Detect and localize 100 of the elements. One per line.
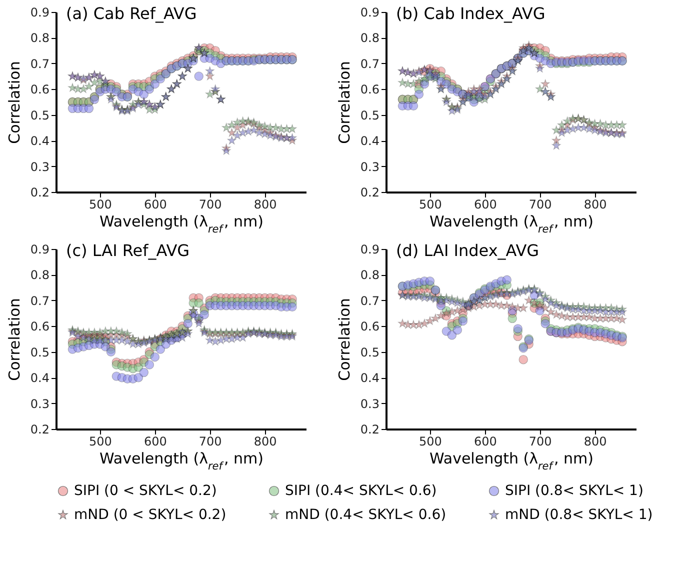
point <box>448 106 456 115</box>
x-tick-label: 500 <box>89 198 112 212</box>
point <box>513 304 522 312</box>
point <box>210 336 220 346</box>
point <box>84 82 94 90</box>
point <box>123 329 132 338</box>
point <box>222 123 231 132</box>
legend-label: SIPI (0.8< SKYL< 1) <box>505 483 644 499</box>
point <box>480 92 490 101</box>
y-tick-label: 0.8 <box>30 31 50 46</box>
point <box>552 300 561 310</box>
x-tick-label: 700 <box>198 198 222 212</box>
y-tick-label: 0.8 <box>360 268 380 282</box>
y-tick-label: 0.3 <box>360 160 380 174</box>
point <box>139 368 149 378</box>
point <box>254 120 264 129</box>
y-tick-label: 0.9 <box>30 242 50 256</box>
y-tick-label: 0.6 <box>30 82 50 97</box>
point <box>254 128 264 137</box>
y-tick-label: 0.7 <box>360 56 380 71</box>
y-tick-label: 0.5 <box>30 108 50 122</box>
point <box>200 310 209 320</box>
point <box>590 119 600 128</box>
y-tick-label: 0.7 <box>30 56 50 71</box>
point <box>420 318 429 328</box>
x-tick-label: 800 <box>254 434 277 448</box>
point <box>612 307 622 316</box>
point <box>134 372 144 382</box>
point <box>194 298 204 308</box>
y-tick-label: 0.4 <box>30 134 50 148</box>
point <box>414 90 424 99</box>
point <box>568 124 578 133</box>
point <box>112 326 121 336</box>
point <box>557 128 566 137</box>
x-tick-label: 700 <box>198 434 222 448</box>
point <box>409 79 418 88</box>
point <box>458 300 468 308</box>
point <box>288 302 297 312</box>
y-tick-label: 0.9 <box>360 6 380 20</box>
y-tick-label: 0.6 <box>360 82 380 97</box>
point <box>123 336 132 346</box>
x-axis-title: Wavelength (λ$_{ref}$, nm) <box>100 212 264 236</box>
point <box>552 136 561 144</box>
point <box>491 300 500 308</box>
point <box>404 320 412 329</box>
point <box>205 66 214 75</box>
legend-label: mND (0.8< SKYL< 1) <box>505 507 653 523</box>
point <box>260 130 270 138</box>
point <box>469 87 478 96</box>
point <box>282 124 292 133</box>
point <box>188 311 198 320</box>
point <box>183 329 192 338</box>
point <box>150 79 160 89</box>
point <box>546 307 556 316</box>
legend-label: mND (0 < SKYL< 0.2) <box>74 507 226 523</box>
point <box>398 78 407 87</box>
point <box>590 126 600 134</box>
point <box>227 136 236 144</box>
point <box>118 328 126 336</box>
point <box>96 328 104 336</box>
legend-label: SIPI (0.4< SKYL< 0.6) <box>285 483 437 499</box>
y-tick-label: 0.6 <box>30 320 50 334</box>
y-tick-label: 0.8 <box>30 268 50 282</box>
point <box>144 360 154 370</box>
chart-title: (a) Cab Ref_AVG <box>66 4 197 23</box>
point <box>436 311 446 320</box>
point <box>156 74 166 84</box>
point <box>508 302 517 311</box>
point <box>288 133 297 142</box>
point <box>596 306 605 315</box>
point <box>420 74 429 83</box>
point <box>210 84 220 93</box>
point <box>106 336 116 344</box>
y-tick-label: 0.6 <box>360 320 380 334</box>
point <box>474 87 484 96</box>
point <box>540 318 550 328</box>
point <box>535 84 544 93</box>
point <box>238 128 248 137</box>
x-tick-label: 500 <box>419 198 442 212</box>
point <box>601 120 610 129</box>
point <box>238 333 248 342</box>
x-tick-label: 800 <box>584 434 607 448</box>
point <box>222 146 231 155</box>
point <box>502 275 512 284</box>
point <box>540 304 550 312</box>
y-tick-label: 0.4 <box>30 371 50 386</box>
point <box>574 312 583 321</box>
y-tick-label: 0.4 <box>360 134 380 148</box>
point <box>442 296 451 304</box>
x-axis-title: Wavelength (λ$_{ref}$, nm) <box>100 450 264 472</box>
y-tick-label: 0.8 <box>360 31 380 46</box>
point <box>276 124 286 133</box>
point <box>513 324 522 334</box>
point <box>606 120 616 129</box>
x-tick-label: 600 <box>474 198 497 212</box>
point <box>442 97 451 106</box>
point <box>112 336 121 344</box>
x-axis-title: Wavelength (λ$_{ref}$, nm) <box>430 450 594 472</box>
point <box>518 354 528 364</box>
y-tick-label: 0.5 <box>30 345 50 360</box>
